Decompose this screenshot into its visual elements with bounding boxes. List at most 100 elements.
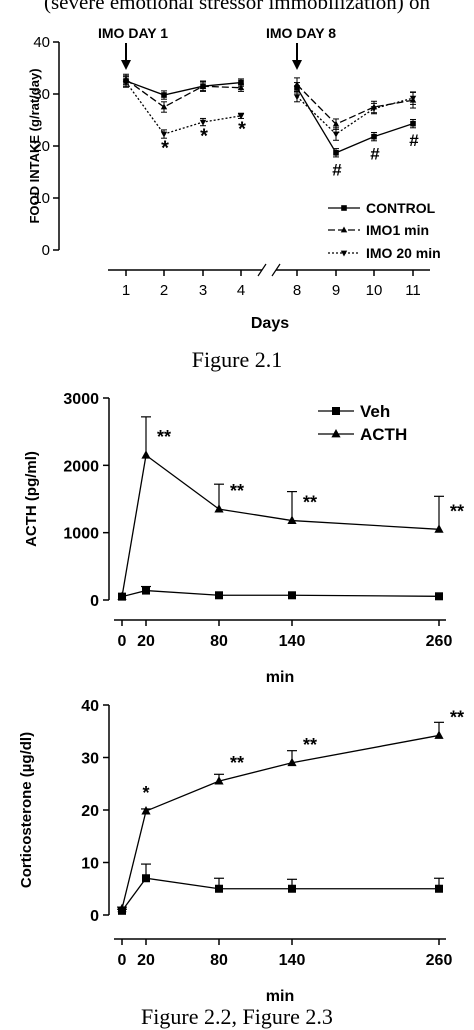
x-tick-label: 9	[332, 282, 340, 299]
x-tick-label: 0	[118, 952, 127, 969]
data-point	[435, 884, 443, 893]
legend-label: ACTH	[360, 425, 407, 444]
significance-mark: **	[230, 481, 244, 501]
figure-caption-2-2-2-3: Figure 2.2, Figure 2.3	[141, 1004, 333, 1029]
y-tick-label: 20	[81, 803, 99, 820]
data-point	[332, 120, 340, 127]
data-point	[370, 106, 378, 113]
y-tick-label: 2000	[63, 458, 99, 475]
significance-mark: **	[157, 427, 171, 447]
x-axis-label: Days	[251, 315, 289, 332]
annotation-label: IMO DAY 1	[98, 25, 168, 41]
data-point	[333, 149, 339, 156]
x-axis-label: min	[266, 669, 294, 686]
x-tick-label: 10	[366, 282, 383, 299]
corticosterone-chart: 0 10 20 30 40 Corticosterone (µg/dl) 0 20 80 140 2…	[18, 698, 464, 1005]
significance-mark: **	[303, 735, 317, 755]
data-point	[141, 806, 151, 815]
legend-marker	[331, 429, 341, 438]
significance-mark: **	[450, 501, 464, 521]
series-line	[296, 96, 414, 135]
y-tick-label: 30	[33, 86, 50, 103]
data-point	[117, 903, 127, 913]
data-point	[287, 515, 297, 524]
x-tick-label: 4	[237, 282, 245, 299]
y-tick-label: 1000	[63, 526, 99, 543]
data-point	[293, 94, 301, 101]
x-tick-label: 20	[137, 633, 155, 650]
x-tick-label: 11	[405, 282, 421, 299]
data-point	[215, 591, 223, 600]
x-tick-label: 140	[279, 633, 306, 650]
x-tick-label: 0	[118, 633, 127, 650]
x-tick-label: 260	[426, 952, 453, 969]
annotation-arrowhead	[292, 60, 302, 70]
series-line	[125, 80, 242, 96]
y-tick-label: 30	[81, 751, 99, 768]
significance-mark: #	[370, 144, 380, 163]
food-intake-chart: 0 10 20 30 40 FOOD INTAKE (g/rat/day) 1 2 3 4 8 9 10…	[27, 25, 441, 332]
data-point	[434, 730, 444, 739]
significance-mark: **	[230, 753, 244, 773]
data-point	[160, 103, 168, 110]
data-point	[409, 95, 417, 102]
legend-marker	[341, 205, 347, 211]
data-point	[288, 591, 296, 600]
data-point	[199, 119, 207, 126]
series-line	[121, 734, 440, 909]
legend-marker	[332, 407, 340, 415]
significance-mark: *	[142, 783, 149, 803]
x-tick-label: 20	[137, 952, 155, 969]
axis-break-mark	[257, 263, 267, 277]
significance-mark: *	[200, 126, 208, 148]
data-point	[117, 591, 127, 601]
data-point	[122, 79, 130, 86]
x-tick-label: 260	[426, 633, 453, 650]
y-tick-label: 0	[42, 242, 50, 259]
series-line	[125, 78, 242, 108]
x-tick-label: 140	[279, 952, 306, 969]
y-tick-label: 3000	[63, 391, 99, 408]
series-line	[125, 81, 242, 135]
y-tick-label: 40	[33, 34, 50, 51]
x-tick-label: 1	[122, 282, 130, 299]
x-tick-label: 80	[210, 633, 228, 650]
series-line	[121, 589, 440, 598]
data-point	[142, 874, 150, 883]
legend-label: IMO1 min	[366, 222, 429, 238]
series-line	[121, 877, 439, 912]
significance-mark: #	[332, 160, 342, 179]
y-tick-label: 0	[90, 908, 99, 925]
x-tick-label: 80	[210, 952, 228, 969]
y-tick-label: 20	[33, 138, 50, 155]
series-line	[296, 84, 414, 125]
legend-label: Veh	[360, 402, 390, 421]
significance-mark: **	[450, 707, 464, 727]
data-point	[435, 592, 443, 601]
data-point	[410, 120, 416, 127]
data-point	[434, 524, 444, 533]
figure-caption-2-1: Figure 2.1	[191, 347, 283, 372]
top-text-fragment: (severe emotional stressor immobilizatio…	[43, 0, 431, 14]
legend-label: CONTROL	[366, 200, 436, 216]
data-point	[215, 884, 223, 893]
significance-mark: **	[303, 493, 317, 513]
x-tick-label: 8	[293, 282, 301, 299]
axis-break-mark	[271, 263, 281, 277]
data-point	[161, 92, 167, 98]
y-axis-label: FOOD INTAKE (g/rat/day)	[27, 68, 42, 223]
data-point	[293, 81, 301, 88]
legend-marker	[340, 226, 348, 233]
acth-chart: 0 1000 2000 3000 ACTH (pg/ml) 0 20 80 140 260 min *…	[23, 391, 464, 686]
data-point	[160, 131, 168, 138]
y-tick-label: 0	[90, 593, 99, 610]
data-point	[141, 450, 151, 459]
data-point	[371, 133, 377, 140]
y-tick-label: 10	[33, 190, 50, 207]
y-tick-label: 40	[81, 698, 99, 715]
data-point	[199, 82, 207, 89]
data-point	[332, 131, 340, 138]
significance-mark: *	[238, 118, 246, 140]
legend-label: IMO 20 min	[366, 245, 441, 261]
